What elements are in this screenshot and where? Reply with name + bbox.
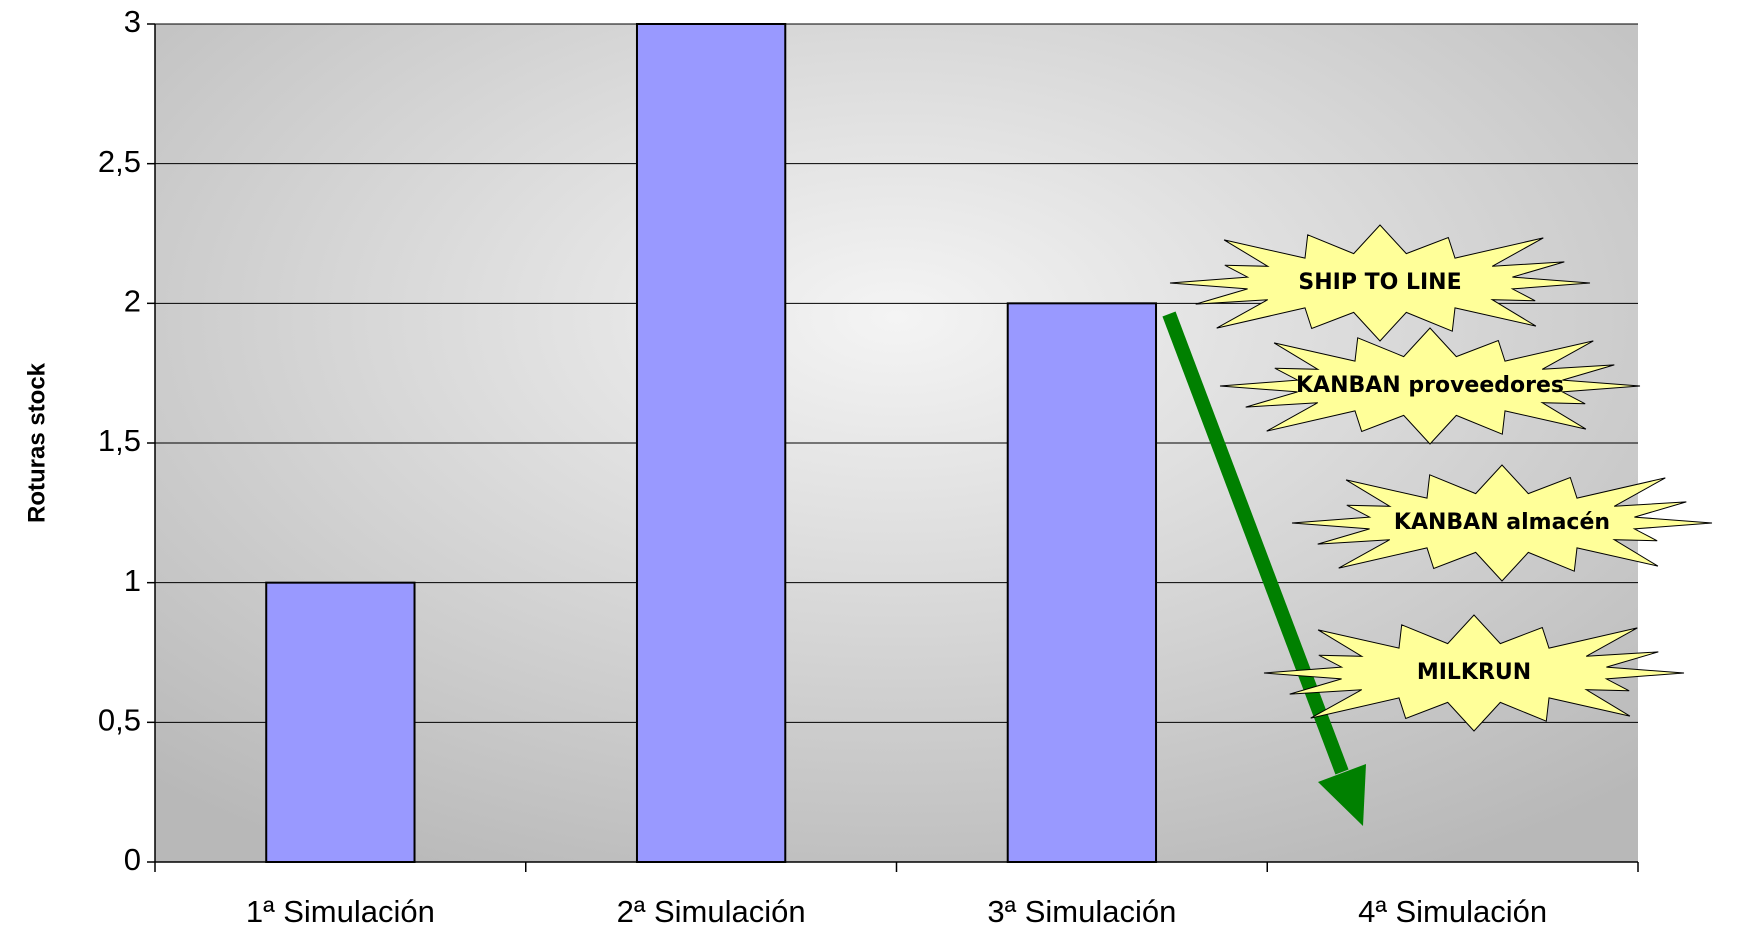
trend-arrow-head [1318,764,1366,826]
y-tick-label: 2 [124,284,141,319]
bar [1006,302,1158,864]
x-tick-label: 2ª Simulación [617,894,806,929]
x-tick-label: 1ª Simulación [246,894,435,929]
annotation: MILKRUN [1417,660,1531,685]
starburst [1263,614,1685,732]
annotation: KANBAN proveedores [1296,373,1564,398]
x-tick-label: 4ª Simulación [1358,894,1547,929]
annotation: KANBAN almacén [1394,510,1610,535]
bar [635,23,787,863]
y-axis-label: Roturas stock [23,362,50,523]
bar [265,581,416,864]
y-tick-label: 3 [124,4,141,39]
annotation: SHIP TO LINE [1298,270,1461,295]
y-tick-label: 1 [124,563,141,598]
y-tick-label: 2,5 [98,144,141,179]
y-tick-label: 0,5 [98,703,141,738]
starburst [1169,224,1591,342]
x-tick-label: 3ª Simulación [987,894,1176,929]
starburst [1219,327,1641,445]
y-tick-label: 1,5 [98,423,141,458]
y-tick-label: 0 [124,842,141,877]
starburst [1291,464,1713,582]
trend-arrow [1162,311,1349,775]
